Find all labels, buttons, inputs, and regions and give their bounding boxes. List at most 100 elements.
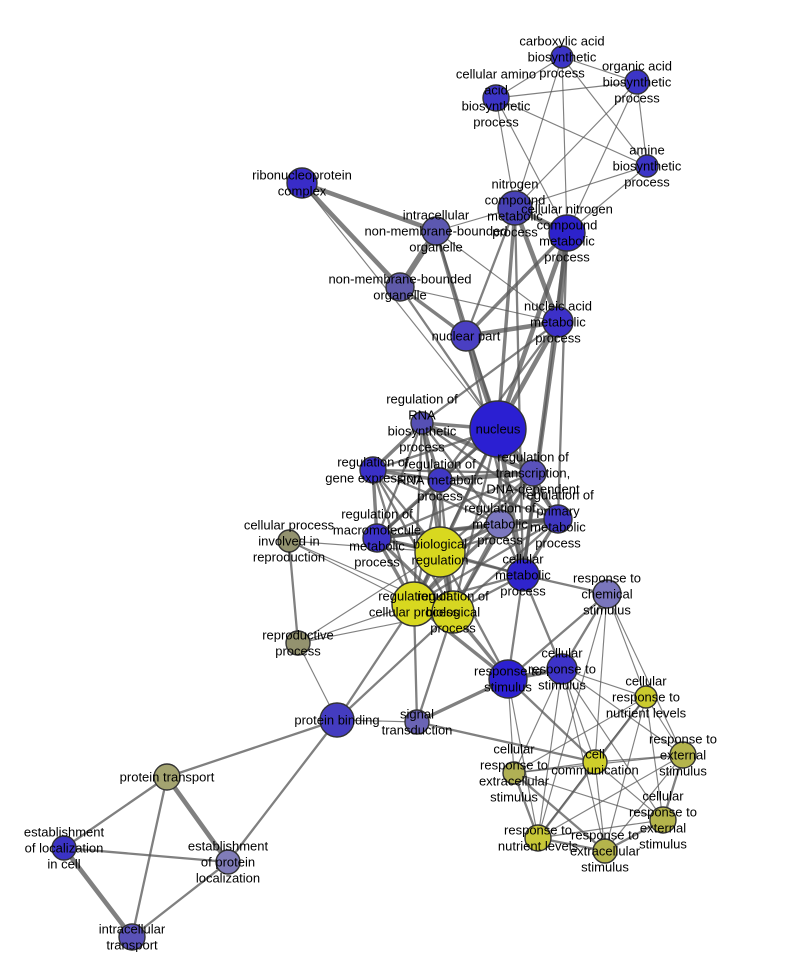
node-regulation-of-gene-expression[interactable] <box>359 456 387 484</box>
edge-response-to-chemical-stimulus--response-to-stimulus[interactable] <box>507 593 608 680</box>
edge-regulation-of-rna-biosynthetic-process--regulation-of-primary-metabolic-process[interactable] <box>421 422 559 520</box>
edge-organic-acid-biosynthetic-process--cellular-nitrogen-compound-metabolic-process[interactable] <box>566 81 638 234</box>
node-regulation-of-biological-process[interactable] <box>431 590 475 634</box>
node-cellular-response-to-nutrient-levels[interactable] <box>634 685 658 709</box>
node-ribonucleoprotein-complex[interactable] <box>286 167 318 199</box>
edge-cell-communication--cellular-response-to-external-stimulus[interactable] <box>594 761 664 821</box>
node-biological-regulation[interactable] <box>414 526 466 578</box>
edge-cellular-response-to-stimulus--cell-communication[interactable] <box>561 668 596 763</box>
edge-intracellular-non-membrane-bounded-organelle--nucleic-acid-metabolic-process[interactable] <box>435 230 559 323</box>
edge-regulation-of-primary-metabolic-process--regulation-of-biological-process[interactable] <box>452 518 559 613</box>
edge-cellular-response-to-stimulus--response-to-external-stimulus[interactable] <box>561 668 684 756</box>
node-regulation-of-rna-metabolic-process[interactable] <box>427 467 453 493</box>
edge-cellular-amino-acid-biosynthetic-process--organic-acid-biosynthetic-process[interactable] <box>495 81 638 99</box>
edge-regulation-of-rna-biosynthetic-process--regulation-of-metabolic-process[interactable] <box>421 422 501 525</box>
node-nitrogen-compound-metabolic-process[interactable] <box>497 190 533 226</box>
node-intracellular-non-membrane-bounded-organelle[interactable] <box>421 216 451 246</box>
edge-response-to-external-stimulus--response-to-nutrient-levels[interactable] <box>537 754 684 839</box>
edge-cellular-process-involved-in-reproduction--reproductive-process[interactable] <box>287 540 300 644</box>
edge-carboxylic-acid-biosynthetic-process--cellular-nitrogen-compound-metabolic-process[interactable] <box>561 56 568 234</box>
edge-protein-transport--establishment-of-protein-localization[interactable] <box>165 775 230 864</box>
node-response-to-nutrient-levels[interactable] <box>524 824 552 852</box>
edge-cellular-response-to-nutrient-levels--response-to-extracellular-stimulus[interactable] <box>604 696 647 852</box>
edge-response-to-chemical-stimulus--response-to-nutrient-levels[interactable] <box>537 593 608 839</box>
edge-protein-transport--establishment-of-localization-in-cell[interactable] <box>63 776 168 849</box>
node-cellular-response-to-stimulus[interactable] <box>546 653 578 685</box>
node-cell-communication[interactable] <box>582 749 608 775</box>
edge-regulation-of-cellular-process--cellular-process-involved-in-reproduction[interactable] <box>288 540 415 605</box>
edge-organic-acid-biosynthetic-process--amine-biosynthetic-process[interactable] <box>636 81 648 167</box>
node-nuclear-part[interactable] <box>450 320 482 352</box>
node-cellular-nitrogen-compound-metabolic-process[interactable] <box>548 214 586 252</box>
edge-response-to-external-stimulus--response-to-extracellular-stimulus[interactable] <box>604 754 684 852</box>
edge-carboxylic-acid-biosynthetic-process--organic-acid-biosynthetic-process[interactable] <box>561 56 638 83</box>
node-cellular-metabolic-process[interactable] <box>506 558 540 592</box>
edge-establishment-of-localization-in-cell--establishment-of-protein-localization[interactable] <box>63 846 229 864</box>
edge-carboxylic-acid-biosynthetic-process--amine-biosynthetic-process[interactable] <box>561 56 648 167</box>
edge-cellular-response-to-extracellular-stimulus--cellular-response-to-external-stimulus[interactable] <box>513 772 664 821</box>
edge-regulation-of-rna-metabolic-process--regulation-of-transcription-dna-dependent[interactable] <box>439 470 534 483</box>
node-response-to-stimulus[interactable] <box>488 659 528 699</box>
node-regulation-of-transcription-dna-dependent[interactable] <box>519 459 547 487</box>
edge-cellular-nitrogen-compound-metabolic-process--regulation-of-primary-metabolic-process[interactable] <box>556 232 569 520</box>
edge-ribonucleoprotein-complex--non-membrane-bounded-organelle[interactable] <box>300 181 402 289</box>
edge-cell-communication--response-to-nutrient-levels[interactable] <box>537 761 596 839</box>
edge-biological-regulation--reproductive-process[interactable] <box>297 551 441 644</box>
edge-organic-acid-biosynthetic-process--nitrogen-compound-metabolic-process[interactable] <box>514 81 638 209</box>
edge-regulation-of-gene-expression--regulation-of-transcription-dna-dependent[interactable] <box>372 468 534 475</box>
edge-response-to-chemical-stimulus--response-to-external-stimulus[interactable] <box>606 593 684 756</box>
edge-cellular-metabolic-process--cellular-response-to-stimulus[interactable] <box>521 574 564 670</box>
node-reproductive-process[interactable] <box>285 630 311 656</box>
node-organic-acid-biosynthetic-process[interactable] <box>624 69 650 95</box>
edge-cellular-nitrogen-compound-metabolic-process--nuclear-part[interactable] <box>464 231 569 338</box>
edge-establishment-of-protein-localization--intracellular-transport[interactable] <box>131 861 229 938</box>
node-nucleus[interactable] <box>469 400 527 458</box>
edge-regulation-of-transcription-dna-dependent--regulation-of-cellular-process[interactable] <box>413 472 534 605</box>
node-amine-biosynthetic-process[interactable] <box>635 154 659 178</box>
edge-response-to-chemical-stimulus--cellular-response-to-nutrient-levels[interactable] <box>606 593 647 698</box>
node-cellular-process-involved-in-reproduction[interactable] <box>277 529 301 553</box>
edge-protein-binding--protein-transport[interactable] <box>166 718 338 779</box>
node-cellular-response-to-external-stimulus[interactable] <box>649 806 677 834</box>
edge-protein-binding--establishment-of-protein-localization[interactable] <box>227 719 338 863</box>
edge-cellular-response-to-external-stimulus--response-to-nutrient-levels[interactable] <box>537 819 664 839</box>
node-cellular-response-to-extracellular-stimulus[interactable] <box>502 761 526 785</box>
node-intracellular-transport[interactable] <box>118 923 146 951</box>
edge-cellular-amino-acid-biosynthetic-process--amine-biosynthetic-process[interactable] <box>495 97 648 167</box>
edge-cellular-response-to-stimulus--cellular-response-to-external-stimulus[interactable] <box>561 668 664 821</box>
node-establishment-of-localization-in-cell[interactable] <box>51 835 77 861</box>
node-regulation-of-macromolecule-metabolic-process[interactable] <box>362 523 392 553</box>
node-protein-binding[interactable] <box>319 702 355 738</box>
node-regulation-of-primary-metabolic-process[interactable] <box>543 504 573 534</box>
node-cellular-amino-acid-biosynthetic-process[interactable] <box>482 84 510 112</box>
edge-ribonucleoprotein-complex--intracellular-non-membrane-bounded-organelle[interactable] <box>301 180 437 234</box>
node-protein-transport[interactable] <box>153 763 181 791</box>
node-signal-transduction[interactable] <box>404 709 430 735</box>
node-response-to-chemical-stimulus[interactable] <box>592 579 622 609</box>
edge-cell-communication--cellular-response-to-extracellular-stimulus[interactable] <box>513 761 596 774</box>
node-regulation-of-rna-biosynthetic-process[interactable] <box>410 411 434 435</box>
node-carboxylic-acid-biosynthetic-process[interactable] <box>550 45 574 69</box>
node-establishment-of-protein-localization[interactable] <box>215 849 241 875</box>
edge-establishment-of-localization-in-cell--intracellular-transport[interactable] <box>62 846 134 939</box>
edge-cellular-nitrogen-compound-metabolic-process--nucleus[interactable] <box>495 232 570 430</box>
edge-cellular-amino-acid-biosynthetic-process--nitrogen-compound-metabolic-process[interactable] <box>495 97 516 209</box>
edge-protein-transport--intracellular-transport[interactable] <box>130 776 169 938</box>
edge-cellular-amino-acid-biosynthetic-process--cellular-nitrogen-compound-metabolic-process[interactable] <box>495 97 568 234</box>
edge-regulation-of-cellular-process--protein-binding[interactable] <box>336 603 415 721</box>
edge-carboxylic-acid-biosynthetic-process--nitrogen-compound-metabolic-process[interactable] <box>514 56 563 209</box>
edge-regulation-of-biological-process--protein-binding[interactable] <box>336 611 454 721</box>
edge-nucleic-acid-metabolic-process--cellular-metabolic-process[interactable] <box>521 321 560 576</box>
edge-cellular-response-to-stimulus--response-to-nutrient-levels[interactable] <box>537 668 563 839</box>
node-non-membrane-bounded-organelle[interactable] <box>385 272 415 302</box>
edge-regulation-of-primary-metabolic-process--regulation-of-cellular-process[interactable] <box>413 518 559 605</box>
node-nucleic-acid-metabolic-process[interactable] <box>542 306 574 338</box>
edge-cellular-response-to-extracellular-stimulus--response-to-extracellular-stimulus[interactable] <box>513 772 606 852</box>
node-response-to-external-stimulus[interactable] <box>669 741 697 769</box>
edge-nucleic-acid-metabolic-process--regulation-of-rna-biosynthetic-process[interactable] <box>421 321 559 424</box>
edge-response-to-stimulus--response-to-nutrient-levels[interactable] <box>507 678 539 839</box>
edge-ribonucleoprotein-complex--nucleus[interactable] <box>301 182 499 430</box>
edge-cell-communication--response-to-extracellular-stimulus[interactable] <box>594 761 606 852</box>
edge-cellular-response-to-nutrient-levels--cellular-response-to-extracellular-stimulus[interactable] <box>513 696 647 774</box>
edge-amine-biosynthetic-process--nitrogen-compound-metabolic-process[interactable] <box>514 165 648 209</box>
